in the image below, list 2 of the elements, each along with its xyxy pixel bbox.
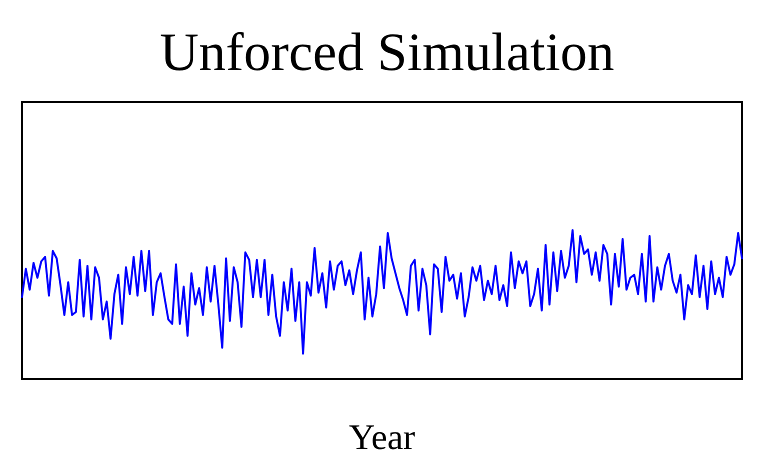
x-axis-title: Year: [348, 417, 416, 457]
chart-title: Unforced Simulation: [160, 22, 614, 82]
